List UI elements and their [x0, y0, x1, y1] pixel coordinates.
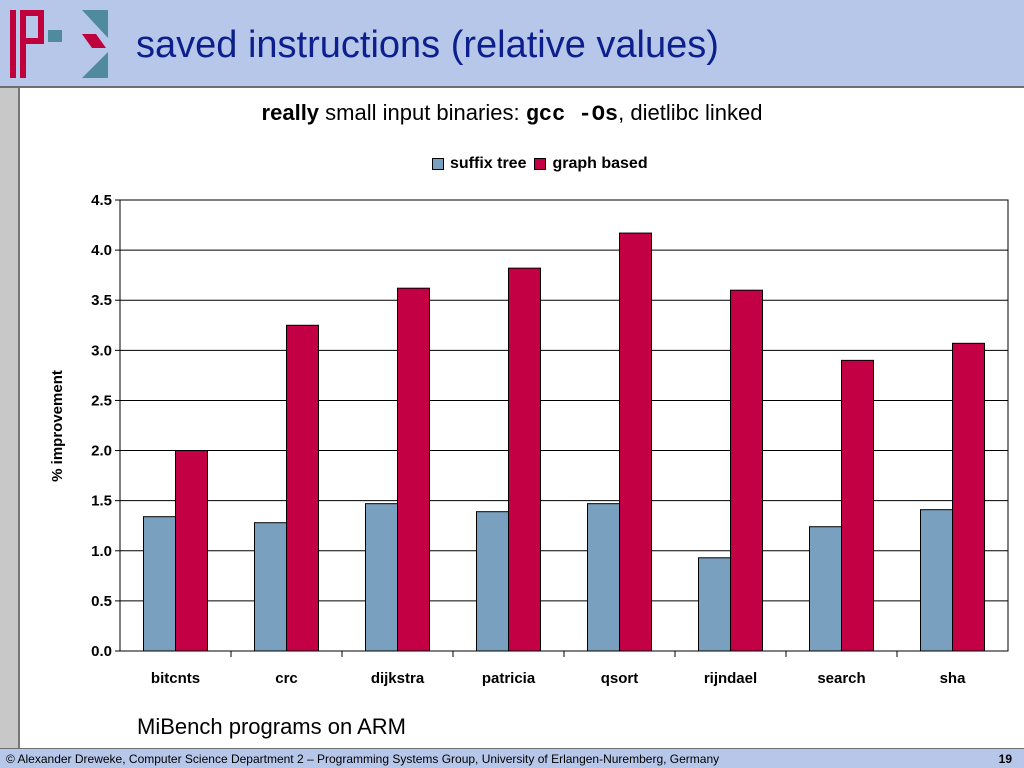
- y-tick-label: 1.5: [91, 493, 112, 510]
- y-tick-label: 4.5: [91, 192, 112, 209]
- bar-suffix-tree-search: [809, 526, 842, 652]
- legend-label-suffix-tree: suffix tree: [450, 155, 527, 172]
- page-number: 19: [998, 752, 1012, 766]
- y-tick-label: 2.0: [91, 443, 112, 460]
- x-category-label-crc: crc: [275, 670, 298, 687]
- x-category-label-qsort: qsort: [601, 670, 639, 687]
- y-tick-label: 2.5: [91, 392, 112, 409]
- bar-suffix-tree-qsort: [587, 503, 620, 652]
- y-axis-label: % improvement: [49, 370, 66, 482]
- left-side-bar: [0, 88, 20, 748]
- x-category-label-sha: sha: [940, 670, 967, 687]
- bar-graph-based-patricia: [508, 267, 541, 652]
- slide-header: saved instructions (relative values): [0, 0, 1024, 88]
- y-tick-label: 3.5: [91, 292, 112, 309]
- plot-area: [119, 199, 1009, 652]
- y-tick-label: 0.0: [91, 643, 112, 660]
- y-tick-label: 0.5: [91, 593, 112, 610]
- bar-suffix-tree-rijndael: [698, 557, 731, 652]
- chart-caption: MiBench programs on ARM: [137, 714, 406, 739]
- x-category-label-search: search: [817, 670, 865, 687]
- legend-swatch-graph-based: [534, 158, 547, 170]
- subtitle-bold-word: really: [261, 100, 320, 125]
- x-category-label-patricia: patricia: [482, 670, 536, 687]
- subtitle-text: small input binaries:: [319, 100, 526, 125]
- chart-legend: suffix tree graph based: [432, 155, 656, 173]
- legend-item-graph-based: graph based: [534, 155, 648, 173]
- y-tick-label: 3.0: [91, 342, 112, 359]
- slide-footer: © Alexander Dreweke, Computer Science De…: [0, 748, 1024, 768]
- slide-title: saved instructions (relative values): [136, 24, 719, 66]
- legend-swatch-suffix-tree: [432, 158, 444, 170]
- university-logo: [10, 10, 108, 78]
- bar-graph-based-sha: [952, 342, 985, 652]
- legend-label-graph-based: graph based: [552, 155, 648, 172]
- subtitle-tail: , dietlibc linked: [618, 100, 763, 125]
- bar-graph-based-rijndael: [730, 289, 763, 652]
- x-category-label-bitcnts: bitcnts: [151, 670, 200, 687]
- subtitle-compiler-flag: gcc -Os: [525, 102, 619, 127]
- chart-subtitle: really small input binaries: gcc -Os, di…: [0, 100, 1024, 127]
- bar-graph-based-dijkstra: [397, 287, 430, 652]
- y-tick-label: 4.0: [91, 242, 112, 259]
- bar-suffix-tree-crc: [254, 522, 287, 652]
- x-category-label-dijkstra: dijkstra: [371, 670, 425, 687]
- bar-graph-based-qsort: [619, 232, 652, 652]
- bar-suffix-tree-patricia: [476, 511, 509, 652]
- legend-item-suffix-tree: suffix tree: [432, 155, 526, 173]
- y-tick-label: 1.0: [91, 543, 112, 560]
- bar-graph-based-bitcnts: [175, 450, 208, 652]
- bar-suffix-tree-sha: [920, 509, 953, 652]
- bar-graph-based-search: [841, 359, 874, 652]
- bar-suffix-tree-dijkstra: [365, 503, 398, 652]
- x-category-label-rijndael: rijndael: [704, 670, 757, 687]
- bar-graph-based-crc: [286, 324, 319, 652]
- bar-suffix-tree-bitcnts: [143, 516, 176, 652]
- footer-copyright: © Alexander Dreweke, Computer Science De…: [6, 752, 720, 766]
